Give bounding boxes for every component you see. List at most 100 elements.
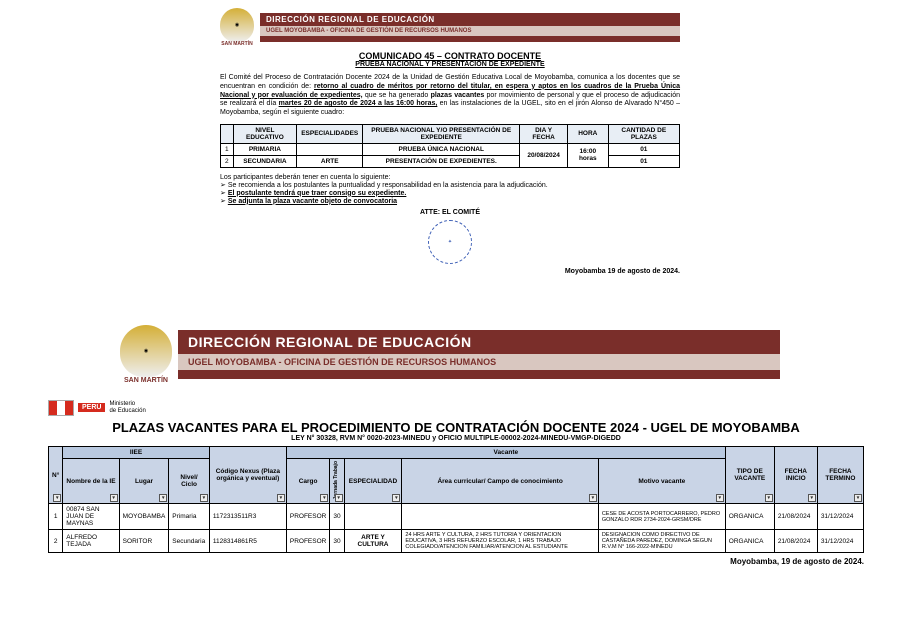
note-2: ➢ El postulante tendrá que traer consigo… (220, 189, 680, 197)
min-line2: de Educación (109, 408, 145, 415)
p2-esp: ARTE Y CULTURA (344, 530, 402, 553)
bar-ugel: UGEL MOYOBAMBA - OFICINA DE GESTIÓN DE R… (260, 26, 680, 36)
footer-date-1: Moyobamba 19 de agosto de 2024. (220, 268, 680, 275)
bar-direccion-2: DIRECCIÓN REGIONAL DE EDUCACIÓN (178, 330, 780, 354)
sched-row-1: 1 PRIMARIA PRUEBA ÚNICA NACIONAL 20/08/2… (221, 143, 680, 155)
notes: Los participantes deberán tener en cuent… (220, 174, 680, 205)
ph-codigo[interactable]: Código Nexus (Plaza orgánica y eventual)… (209, 446, 286, 504)
sched-h-hora: HORA (568, 124, 609, 143)
filter-icon[interactable]: ▾ (320, 494, 328, 502)
ph-tipo[interactable]: TIPO DE VACANTE ▾ (725, 446, 774, 504)
ph-tipo-txt: TIPO DE VACANTE (734, 468, 765, 482)
ph-n[interactable]: N°▾ (49, 446, 63, 504)
ph-motivo[interactable]: Motivo vacante▾ (598, 458, 725, 504)
filter-icon[interactable]: ▾ (716, 494, 724, 502)
shield-icon: ◉ (220, 8, 254, 42)
plazas-section: PERÚ Ministerio de Educación PLAZAS VACA… (0, 394, 900, 577)
r2-n: 2 (221, 155, 234, 167)
p2-lugar: SORITOR (119, 530, 169, 553)
peru-label: PERÚ (78, 403, 105, 412)
p1-n: 1 (49, 504, 63, 530)
p1-jornada: 30 (330, 504, 344, 530)
bar-direccion: DIRECCIÓN REGIONAL DE EDUCACIÓN (260, 13, 680, 26)
ph-cargo-txt: Cargo (299, 478, 318, 485)
filter-icon[interactable]: ▾ (765, 494, 773, 502)
plazas-row-1: 1 00874 SAN JUAN DE MAYNAS MOYOBAMBA Pri… (49, 504, 864, 530)
arrow-icon: ➢ (220, 190, 228, 197)
r2-nivel: SECUNDARIA (233, 155, 297, 167)
plazas-table: N°▾ IIEE Código Nexus (Plaza orgánica y … (48, 446, 864, 554)
ph-termino-txt: FECHA TERMINO (825, 468, 855, 482)
header-section-2: ◉ SAN MARTÍN DIRECCIÓN REGIONAL DE EDUCA… (0, 325, 900, 384)
region-shield: ◉ SAN MARTÍN (220, 8, 254, 47)
filter-icon[interactable]: ▾ (335, 494, 343, 502)
filter-icon[interactable]: ▾ (808, 494, 816, 502)
p1-motivo: CESE DE ACOSTA PORTOCARRERO, PEDRO GONZA… (598, 504, 725, 530)
header-bars-2: DIRECCIÓN REGIONAL DE EDUCACIÓN UGEL MOY… (178, 330, 780, 379)
p2-jornada: 30 (330, 530, 344, 553)
r1-n: 1 (221, 143, 234, 155)
ph-area[interactable]: Área curricular/ Campo de conocimiento▾ (402, 458, 598, 504)
r1-tipo: PRUEBA ÚNICA NACIONAL (363, 143, 520, 155)
filter-icon[interactable]: ▾ (159, 494, 167, 502)
sched-h-tipo: PRUEBA NACIONAL Y/O PRESENTACIÓN DE EXPE… (363, 124, 520, 143)
filter-icon[interactable]: ▾ (200, 494, 208, 502)
arrow-icon: ➢ (220, 182, 228, 189)
ph-inicio-txt: FECHA INICIO (785, 468, 807, 482)
sched-h-blank (221, 124, 234, 143)
region-shield-2: ◉ SAN MARTÍN (120, 325, 172, 384)
comunicado-section: ◉ SAN MARTÍN DIRECCIÓN REGIONAL DE EDUCA… (0, 0, 900, 285)
sched-row-2: 2 SECUNDARIA ARTE PRESENTACIÓN DE EXPEDI… (221, 155, 680, 167)
shield-label-2: SAN MARTÍN (120, 377, 172, 384)
note-1-text: Se recomienda a los postulantes la puntu… (228, 182, 548, 189)
filter-icon[interactable]: ▾ (110, 494, 118, 502)
arrow-icon: ➢ (220, 198, 228, 205)
body-u2: martes 20 de agosto de 2024 a las 16:00 … (279, 100, 438, 107)
plazas-row-2: 2 ALFREDO TEJADA SORITOR Secundaria 1128… (49, 530, 864, 553)
shield-label: SAN MARTÍN (220, 42, 254, 47)
ph-cargo[interactable]: Cargo ▾ (286, 458, 329, 504)
filter-icon[interactable]: ▾ (277, 494, 285, 502)
p1-cargo: PROFESOR (286, 504, 329, 530)
filter-icon[interactable]: ▾ (589, 494, 597, 502)
plazas-footer-date: Moyobamba, 19 de agosto de 2024. (48, 557, 864, 566)
r2-tipo: PRESENTACIÓN DE EXPEDIENTES. (363, 155, 520, 167)
sched-h-nivel: NIVEL EDUCATIVO (233, 124, 297, 143)
ph-termino[interactable]: FECHA TERMINO ▾ (817, 446, 863, 504)
p2-termino: 31/12/2024 (817, 530, 863, 553)
filter-icon[interactable]: ▾ (854, 494, 862, 502)
ph-nivel[interactable]: Nivel/ Ciclo▾ (169, 458, 210, 504)
seal-icon: ✦ (428, 220, 472, 264)
plazas-title: PLAZAS VACANTES PARA EL PROCEDIMIENTO DE… (48, 420, 864, 435)
header-bar-2: ◉ SAN MARTÍN DIRECCIÓN REGIONAL DE EDUCA… (120, 325, 780, 384)
note-1: ➢ Se recomienda a los postulantes la pun… (220, 181, 680, 189)
p2-tipo: ORGANICA (725, 530, 774, 553)
r1-esp (297, 143, 363, 155)
ph-jornada[interactable]: Jornada Trabajo▾ (330, 458, 344, 504)
filter-icon[interactable]: ▾ (392, 494, 400, 502)
ph-lugar[interactable]: Lugar▾ (119, 458, 169, 504)
sched-h-fecha: DIA Y FECHA (520, 124, 568, 143)
ministerio-label: Ministerio de Educación (109, 401, 145, 414)
bar-thin (260, 36, 680, 42)
ph-group-iiee: IIEE (63, 446, 210, 458)
ph-nivel-txt: Nivel/ Ciclo (180, 474, 197, 488)
notes-intro: Los participantes deberán tener en cuent… (220, 174, 680, 181)
p1-lugar: MOYOBAMBA (119, 504, 169, 530)
p2-area: 24 HRS ARTE Y CULTURA, 2 HRS TUTORIA Y O… (402, 530, 598, 553)
r1-nivel: PRIMARIA (233, 143, 297, 155)
p2-nivel: Secundaria (169, 530, 210, 553)
ph-inicio[interactable]: FECHA INICIO ▾ (774, 446, 817, 504)
body-b1: plazas vacantes (431, 92, 485, 99)
comunicado-subtitle: PRUEBA NACIONAL Y PRESENTACIÓN DE EXPEDI… (220, 61, 680, 68)
r2-esp: ARTE (297, 155, 363, 167)
ph-esp[interactable]: ESPECIALIDAD▾ (344, 458, 402, 504)
plazas-subtitle: LEY N° 30328, RVM N° 0020-2023-MINEDU y … (48, 435, 864, 442)
p2-codigo: 1128314861R5 (209, 530, 286, 553)
p1-nombre: 00874 SAN JUAN DE MAYNAS (63, 504, 119, 530)
ph-nombre[interactable]: Nombre de la IE▾ (63, 458, 119, 504)
ph-group-vac: Vacante (286, 446, 725, 458)
p1-tipo: ORGANICA (725, 504, 774, 530)
filter-icon[interactable]: ▾ (53, 494, 61, 502)
p1-inicio: 21/08/2024 (774, 504, 817, 530)
